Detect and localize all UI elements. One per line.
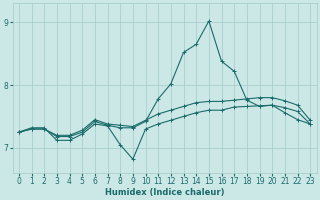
X-axis label: Humidex (Indice chaleur): Humidex (Indice chaleur) [105, 188, 224, 197]
